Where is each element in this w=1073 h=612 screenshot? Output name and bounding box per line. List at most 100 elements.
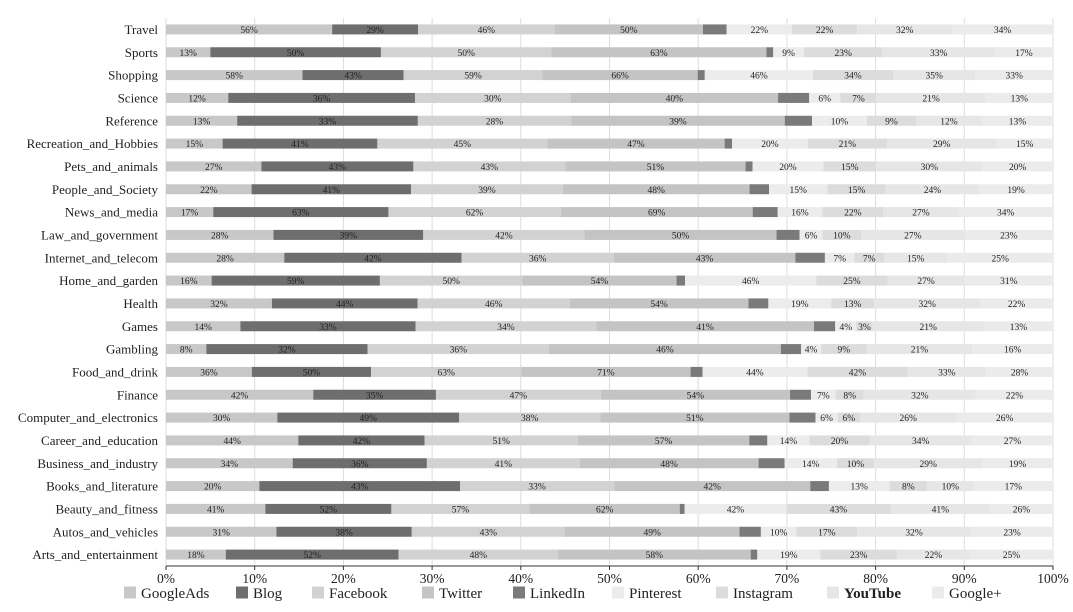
data-label: 56% — [240, 26, 258, 36]
x-tick-label: 80% — [863, 571, 888, 586]
bar-segment — [982, 161, 1053, 172]
bar-segment — [426, 458, 580, 469]
bar-segment — [521, 366, 691, 377]
bar-segment — [778, 92, 810, 103]
x-tick-label: 40% — [508, 571, 533, 586]
bar-segment — [809, 92, 841, 103]
data-label: 36% — [200, 368, 218, 378]
data-label: 63% — [292, 209, 310, 219]
bar-segment — [791, 24, 858, 35]
legend-label: Instagram — [733, 586, 793, 602]
bar-segment — [166, 389, 314, 400]
data-label: 46% — [742, 277, 760, 287]
bar-segment — [995, 47, 1053, 58]
data-label: 17% — [818, 528, 836, 538]
bar-segment — [166, 412, 278, 423]
data-label: 29% — [366, 26, 384, 36]
data-label: 6% — [818, 94, 831, 104]
bar-segment — [768, 298, 832, 309]
data-label: 41% — [696, 323, 714, 333]
bar-segment — [812, 115, 867, 126]
data-label: 34% — [912, 437, 930, 447]
data-label: 28% — [486, 117, 504, 127]
data-label: 4% — [805, 346, 818, 356]
bar-segment — [554, 24, 703, 35]
data-label: 62% — [466, 209, 484, 219]
bar-segment — [273, 229, 424, 240]
data-label: 42% — [727, 505, 745, 515]
bar-segment — [166, 161, 262, 172]
data-label: 57% — [655, 437, 673, 447]
category-label: Travel — [125, 22, 159, 37]
data-label: 71% — [597, 368, 615, 378]
bar-segment — [886, 138, 997, 149]
category-label: Internet_and_telecom — [45, 250, 158, 265]
bar-segment — [206, 344, 368, 355]
bar-segment — [388, 207, 561, 218]
data-label: 43% — [351, 483, 369, 493]
data-label: 63% — [650, 49, 668, 59]
data-label: 30% — [484, 94, 502, 104]
data-label: 13% — [193, 117, 211, 127]
bar-segment — [982, 458, 1053, 469]
bar-segment — [767, 435, 810, 446]
bar-segment — [684, 503, 787, 514]
data-label: 6% — [820, 414, 833, 424]
data-label: 23% — [1000, 231, 1018, 241]
bar-segment — [863, 389, 976, 400]
bar-segment — [816, 275, 888, 286]
data-label: 50% — [672, 231, 690, 241]
bar-segment — [857, 24, 953, 35]
bar-segment — [565, 161, 746, 172]
legend-label: Twitter — [439, 586, 482, 602]
data-label: 13% — [1009, 117, 1027, 127]
bar-segment — [166, 481, 260, 492]
data-label: 51% — [686, 414, 704, 424]
category-label: Business_and_industry — [37, 456, 158, 471]
bar-segment — [166, 435, 299, 446]
bar-segment — [414, 92, 571, 103]
bar-segment — [298, 435, 425, 446]
data-label: 15% — [907, 254, 925, 264]
bar-segment — [835, 389, 864, 400]
bar-segment — [820, 549, 897, 560]
data-label: 36% — [450, 346, 468, 356]
bar-segment — [980, 298, 1053, 309]
data-label: 58% — [226, 72, 244, 82]
category-label: Sports — [125, 45, 158, 60]
data-label: 10% — [847, 460, 865, 470]
bar-segment — [996, 138, 1053, 149]
data-label: 33% — [1005, 72, 1023, 82]
legend-label: LinkedIn — [530, 586, 585, 602]
legend-label: Pinterest — [629, 586, 682, 602]
data-label: 22% — [816, 26, 834, 36]
bar-segment — [571, 115, 785, 126]
bar-segment — [752, 207, 778, 218]
bar-segment — [676, 275, 686, 286]
data-label: 42% — [849, 368, 867, 378]
bar-segment — [367, 344, 550, 355]
data-label: 17% — [181, 209, 199, 219]
data-label: 43% — [830, 505, 848, 515]
bar-segment — [166, 70, 303, 81]
bar-segment — [964, 229, 1053, 240]
bar-segment — [807, 138, 887, 149]
bar-segment — [823, 161, 877, 172]
data-label: 27% — [904, 231, 922, 241]
bar-segment — [801, 344, 822, 355]
data-label: 21% — [919, 323, 937, 333]
bar-segment — [679, 503, 685, 514]
bar-segment — [803, 47, 883, 58]
data-label: 14% — [802, 460, 820, 470]
data-label: 50% — [303, 368, 321, 378]
data-label: 50% — [287, 49, 305, 59]
data-label: 43% — [481, 163, 499, 173]
bar-segment — [986, 366, 1053, 377]
bar-segment — [975, 389, 1053, 400]
data-label: 50% — [620, 26, 638, 36]
bar-segment — [569, 298, 749, 309]
bar-segment — [969, 549, 1053, 560]
data-label: 27% — [1004, 437, 1022, 447]
bar-segment — [596, 321, 814, 332]
